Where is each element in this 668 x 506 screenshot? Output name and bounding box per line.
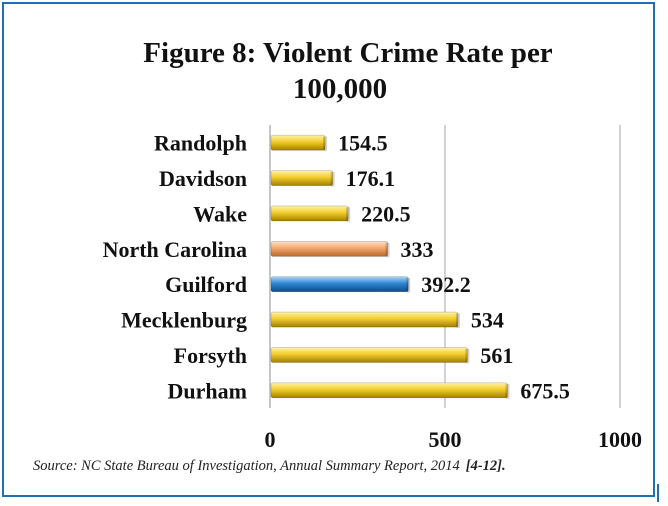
bar-randolph [270, 134, 326, 151]
bar-shadow-mecklenburg [455, 313, 460, 329]
category-label-mecklenburg: Mecklenburg [121, 308, 247, 333]
value-label-forsyth: 561 [480, 343, 513, 368]
bars [270, 134, 510, 399]
x-axis-ticks: 0 500 1000 [265, 427, 643, 452]
gridlines [269, 125, 621, 408]
bar-shadow-durham [505, 383, 510, 399]
x-tick-label-1000: 1000 [598, 427, 642, 452]
bar-shadow-north-carolina [385, 242, 390, 258]
frame-edge-mark [657, 484, 659, 502]
category-label-wake: Wake [193, 201, 247, 226]
bar-davidson [270, 170, 333, 186]
value-label-durham: 675.5 [520, 378, 570, 403]
bar-forsyth [270, 347, 468, 363]
bar-durham [270, 382, 508, 399]
bar-shadow-guilford [406, 277, 411, 293]
source-text: Source: NC State Bureau of Investigation… [33, 458, 460, 474]
value-label-wake: 220.5 [361, 201, 411, 226]
source-note: Source: NC State Bureau of Investigation… [33, 458, 653, 475]
chart-title-line-1: Figure 8: Violent Crime Rate per [143, 37, 553, 69]
category-label-davidson: Davidson [159, 166, 247, 191]
category-labels: Randolph Davidson Wake North Carolina Guilfo… [103, 131, 248, 404]
value-label-guilford: 392.2 [421, 272, 471, 297]
bar-shadow-forsyth [465, 348, 470, 364]
bar-shadow-randolph [323, 136, 328, 152]
bar-shadow-wake [346, 206, 351, 222]
source-reference: [4-12]. [465, 458, 506, 474]
bar-north-carolina [270, 241, 388, 257]
category-label-north-carolina: North Carolina [103, 237, 247, 262]
category-label-guilford: Guilford [165, 272, 247, 297]
category-label-durham: Durham [168, 378, 247, 403]
value-label-mecklenburg: 534 [471, 308, 504, 333]
x-tick-label-0: 0 [265, 427, 276, 452]
x-tick-label-500: 500 [429, 427, 462, 452]
bar-mecklenburg [270, 311, 459, 328]
value-label-north-carolina: 333 [401, 237, 434, 262]
category-label-randolph: Randolph [154, 131, 247, 156]
bar-guilford [270, 276, 409, 292]
bar-shadow-davidson [330, 171, 335, 187]
value-label-davidson: 176.1 [346, 166, 396, 191]
category-label-forsyth: Forsyth [174, 343, 247, 368]
chart-title-line-2: 100,000 [293, 73, 387, 105]
bar-wake [270, 205, 349, 222]
value-label-randolph: 154.5 [338, 131, 388, 156]
